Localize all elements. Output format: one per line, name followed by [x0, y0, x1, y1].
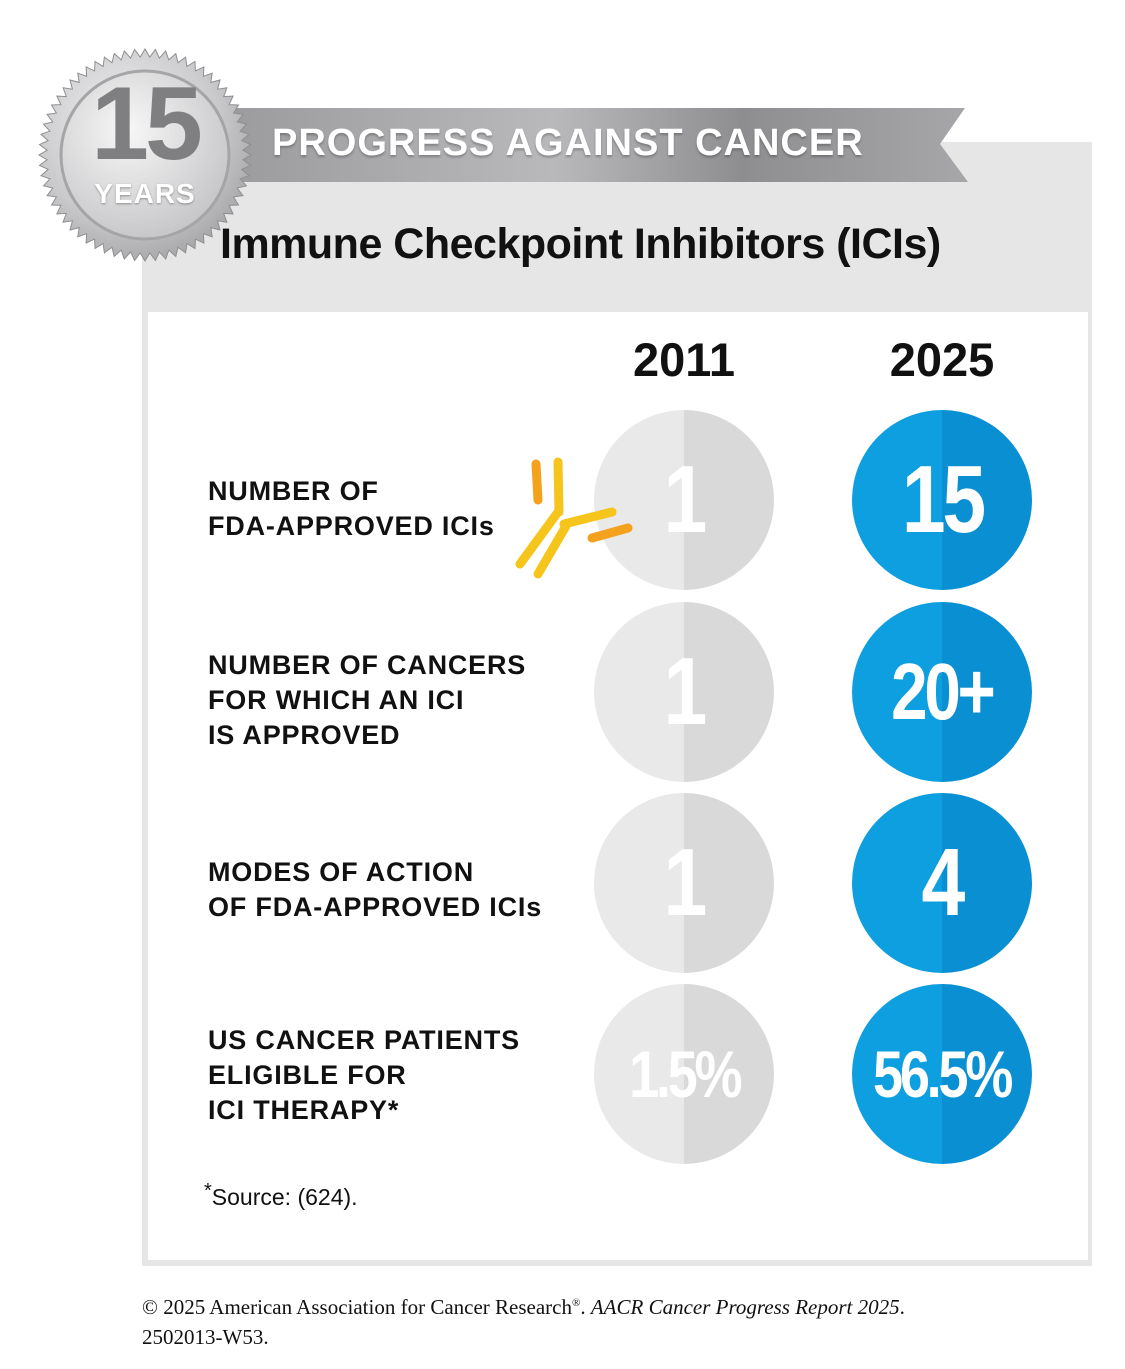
value-2011: 1 [663, 638, 708, 745]
footnote-text: Source: (624). [211, 1184, 358, 1210]
footnote-mark: * [204, 1180, 212, 1202]
silver-seal-icon [38, 48, 252, 262]
copyright-end: . [899, 1295, 905, 1319]
value-circle-2011: 1.5% [594, 984, 774, 1164]
page-title: Immune Checkpoint Inhibitors (ICIs) [220, 220, 941, 268]
banner-ribbon [215, 108, 968, 182]
footnote: *Source: (624). [204, 1180, 358, 1211]
badge-number: 15 [91, 66, 203, 182]
value-2011: 1.5% [628, 1037, 743, 1111]
value-circle-2025: 4 [852, 793, 1032, 973]
row-label-modes-of-action: MODES OF ACTION OF FDA-APPROVED ICIs [208, 857, 543, 922]
value-circle-2025: 20+ [852, 602, 1032, 782]
value-circle-2025: 15 [852, 410, 1032, 590]
report-title: AACR Cancer Progress Report 2025 [590, 1295, 900, 1319]
value-2025: 15 [901, 446, 985, 553]
copyright-line-1: © 2025 American Association for Cancer R… [142, 1288, 1102, 1322]
registered-mark: ® [572, 1297, 581, 1309]
value-2011: 1 [663, 829, 708, 936]
value-2025: 20+ [891, 647, 996, 736]
value-circle-2025: 56.5% [852, 984, 1032, 1164]
row-label-approved-icis: NUMBER OF FDA-APPROVED ICIs [208, 476, 495, 541]
copyright-line-2: 2502013-W53. [142, 1325, 269, 1349]
badge-label: YEARS [94, 178, 196, 209]
value-2025: 56.5% [873, 1037, 1013, 1111]
copyright-separator: . [580, 1295, 591, 1319]
copyright-holder: © 2025 American Association for Cancer R… [142, 1295, 572, 1319]
value-circle-2011: 1 [594, 410, 774, 590]
copyright-notice: © 2025 American Association for Cancer R… [142, 1288, 1102, 1352]
year-header-2011: 2011 [633, 333, 735, 386]
value-2011: 1 [663, 446, 708, 553]
value-2025: 4 [921, 829, 966, 936]
antibody-icon [515, 457, 633, 579]
value-circle-2011: 1 [594, 602, 774, 782]
year-header-2025: 2025 [889, 333, 995, 386]
row-label-eligible-patients: US CANCER PATIENTS ELIGIBLE FOR ICI THER… [208, 1025, 520, 1125]
row-label-cancers-approved: NUMBER OF CANCERS FOR WHICH AN ICI IS AP… [208, 650, 527, 750]
value-circle-2011: 1 [594, 793, 774, 973]
banner-title: PROGRESS AGAINST CANCER [272, 122, 864, 164]
